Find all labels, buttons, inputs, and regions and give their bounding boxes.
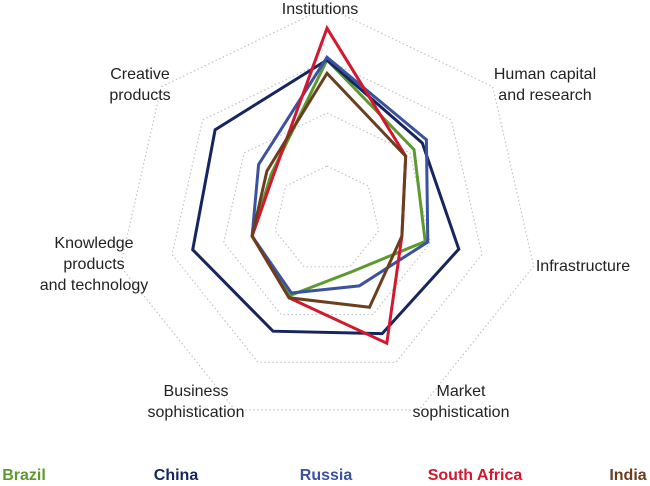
grid-layer bbox=[119, 6, 535, 411]
legend-item-south-africa: South Africa bbox=[428, 467, 523, 484]
series-russia bbox=[250, 55, 430, 295]
legend: Brazil China Russia South Africa India bbox=[2, 467, 647, 484]
axis-label-7: Creative products bbox=[109, 66, 170, 104]
grid-ring-3 bbox=[171, 59, 483, 363]
legend-item-india: India bbox=[609, 467, 646, 484]
grid-ring-2 bbox=[223, 112, 431, 316]
axis-label-5: Business sophistication bbox=[148, 383, 245, 421]
axis-label-6: Knowledge products and technology bbox=[40, 235, 149, 294]
series-brazil bbox=[250, 57, 427, 298]
series-layer bbox=[191, 24, 461, 346]
legend-item-brazil: Brazil bbox=[2, 467, 46, 484]
axis-label-4: Market sophistication bbox=[413, 383, 510, 421]
axis-label-1: Institutions bbox=[282, 1, 358, 18]
series-india bbox=[250, 70, 408, 309]
legend-item-russia: Russia bbox=[300, 467, 353, 484]
axis-label-2: Human capital and research bbox=[494, 66, 596, 104]
series-china bbox=[191, 58, 461, 336]
grid-ring-1 bbox=[274, 165, 380, 268]
grid-ring-4 bbox=[119, 6, 535, 411]
axis-label-3: Infrastructure bbox=[536, 258, 630, 275]
axis-label-layer: Institutions Human capital and research Inf… bbox=[40, 1, 630, 421]
legend-item-china: China bbox=[154, 467, 199, 484]
